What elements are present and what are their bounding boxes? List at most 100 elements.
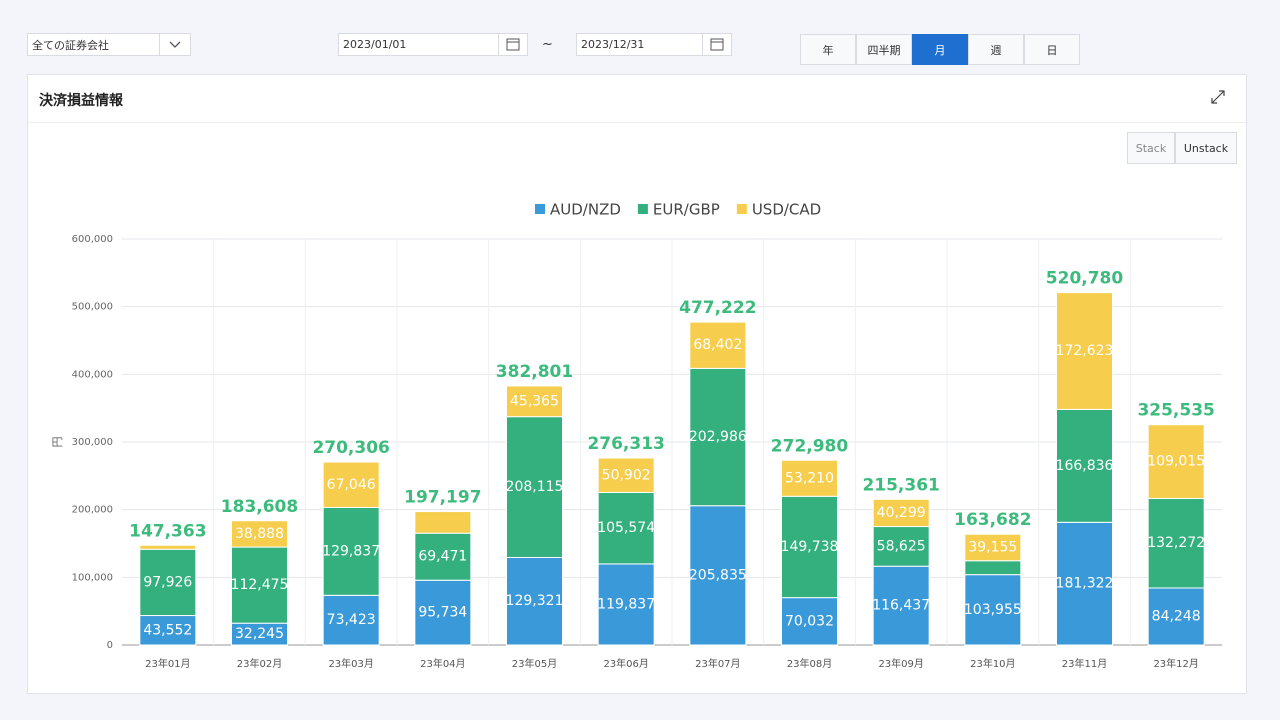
period-button[interactable]: 月 xyxy=(912,34,968,65)
total-label: 520,780 xyxy=(1046,269,1124,289)
bar-segment xyxy=(597,457,655,493)
y-tick-label: 600,000 xyxy=(72,234,113,245)
segment-label: 39,155 xyxy=(968,539,1017,555)
segment-label: 132,272 xyxy=(1147,535,1205,551)
bar-segment xyxy=(872,565,930,646)
segment-label: 84,248 xyxy=(1152,608,1201,624)
period-button[interactable]: 週 xyxy=(968,34,1024,65)
y-tick-label: 200,000 xyxy=(72,505,113,516)
bar-segment xyxy=(689,505,747,646)
bar-segment xyxy=(506,556,563,646)
bar-segment xyxy=(597,563,655,646)
segment-label: 70,032 xyxy=(785,613,834,629)
x-tick-label: 23年03月 xyxy=(328,657,373,670)
legend-label: EUR/GBP xyxy=(653,201,720,219)
date-separator: ~ xyxy=(542,37,553,52)
segment-label: 112,475 xyxy=(231,577,289,593)
bar-segment xyxy=(506,385,563,418)
segment-label: 129,837 xyxy=(322,543,380,559)
bar-segment xyxy=(1147,497,1205,589)
bar-segment xyxy=(1147,587,1205,646)
y-tick-label: 100,000 xyxy=(72,572,113,583)
bar-segment xyxy=(1056,521,1113,646)
expand-icon[interactable] xyxy=(1210,89,1226,105)
bar-segment xyxy=(781,459,838,497)
segment-label: 105,574 xyxy=(597,520,655,536)
x-tick-label: 23年02月 xyxy=(237,657,282,670)
segment-label: 208,115 xyxy=(506,479,564,495)
segment-label: 58,625 xyxy=(877,538,926,554)
stack-button[interactable]: Unstack xyxy=(1175,132,1237,164)
total-label: 270,306 xyxy=(312,438,389,458)
bar-segment xyxy=(1056,408,1113,523)
segment-label: 45,365 xyxy=(510,393,559,409)
legend-swatch xyxy=(736,204,747,214)
total-label: 276,313 xyxy=(587,434,664,454)
bar-segment xyxy=(139,548,197,617)
bar-segment xyxy=(689,367,747,507)
x-tick-label: 23年10月 xyxy=(970,657,1015,670)
chevron-icon xyxy=(159,34,181,55)
segment-label: 38,888 xyxy=(235,526,284,542)
x-tick-label: 23年06月 xyxy=(603,657,648,670)
segment-label: 67,046 xyxy=(327,477,376,493)
segment-label: 116,437 xyxy=(872,598,930,614)
period-button[interactable]: 四半期 xyxy=(856,34,912,65)
segment-label: 181,322 xyxy=(1056,576,1114,592)
total-label: 325,535 xyxy=(1137,401,1214,421)
date-from[interactable]: 2023/01/01 xyxy=(338,33,528,56)
segment-label: 50,902 xyxy=(602,467,651,483)
segment-label: 119,837 xyxy=(597,596,655,612)
total-label: 147,363 xyxy=(129,521,206,541)
segment-label: 166,836 xyxy=(1056,458,1114,474)
segment-label: 205,835 xyxy=(689,567,747,583)
x-tick-label: 23年07月 xyxy=(695,657,740,670)
calendar-icon xyxy=(498,34,520,55)
segment-label: 109,015 xyxy=(1147,454,1205,470)
period-button[interactable]: 年 xyxy=(800,34,856,65)
date-to[interactable]: 2023/12/31 xyxy=(576,33,732,56)
segment-label: 202,986 xyxy=(689,429,747,445)
segment-label: 68,402 xyxy=(693,337,742,353)
bar-segment xyxy=(872,498,930,528)
bar-segment xyxy=(1056,292,1113,410)
company-select-text: 全ての証券会社 xyxy=(32,38,109,52)
legend-label: USD/CAD xyxy=(752,201,821,219)
y-axis-label: 円 xyxy=(51,437,64,448)
calendar-icon xyxy=(702,34,724,55)
total-label: 272,980 xyxy=(771,436,849,456)
bar-segment xyxy=(322,461,380,508)
bar-segment xyxy=(506,416,563,558)
y-tick-label: 400,000 xyxy=(72,369,113,380)
y-tick-label: 0 xyxy=(107,640,113,651)
segment-label: 40,299 xyxy=(877,505,926,521)
legend-swatch xyxy=(637,204,648,214)
legend-label: AUD/NZD xyxy=(550,201,621,219)
date-from-text: 2023/01/01 xyxy=(343,38,407,51)
date-to-text: 2023/12/31 xyxy=(581,38,645,51)
total-label: 382,801 xyxy=(496,362,573,382)
y-tick-label: 500,000 xyxy=(72,302,113,313)
segment-label: 97,926 xyxy=(143,574,192,590)
bar-segment xyxy=(964,533,1022,562)
x-tick-label: 23年05月 xyxy=(512,657,557,670)
x-tick-label: 23年11月 xyxy=(1062,657,1107,670)
total-label: 183,608 xyxy=(221,497,298,517)
total-label: 197,197 xyxy=(404,488,481,508)
segment-label: 172,623 xyxy=(1056,343,1114,359)
company-select[interactable]: 全ての証券会社 xyxy=(27,33,191,56)
x-tick-label: 23年12月 xyxy=(1153,657,1198,670)
period-button[interactable]: 日 xyxy=(1024,34,1080,65)
y-tick-label: 300,000 xyxy=(72,437,113,448)
x-tick-label: 23年04月 xyxy=(420,657,465,670)
stack-button[interactable]: Stack xyxy=(1127,132,1175,164)
segment-label: 103,955 xyxy=(964,602,1022,618)
total-label: 215,361 xyxy=(862,475,939,495)
segment-label: 129,321 xyxy=(506,593,564,609)
bar-segment xyxy=(964,560,1022,576)
bar-segment xyxy=(139,544,197,550)
bar-segment xyxy=(597,491,655,565)
bar-segment xyxy=(1147,424,1205,499)
